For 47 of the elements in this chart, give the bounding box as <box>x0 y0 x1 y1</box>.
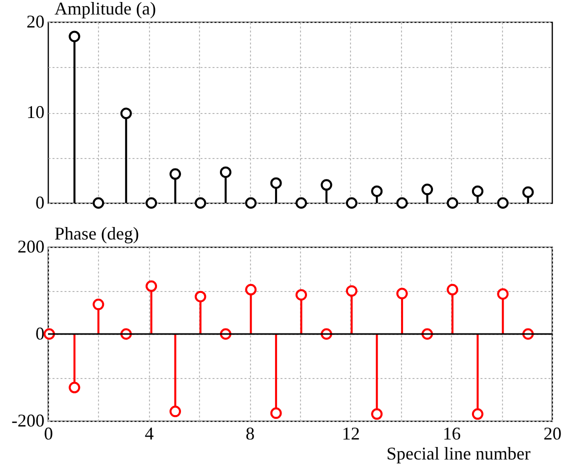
y-tick-label: 0 <box>36 324 44 344</box>
point <box>270 407 282 419</box>
x-tick-label: 4 <box>144 424 154 444</box>
y-axis-title: Amplitude (a) <box>54 0 156 18</box>
point <box>92 298 104 310</box>
point <box>320 179 332 191</box>
point <box>245 284 257 296</box>
point <box>396 197 408 209</box>
y-tick-label: 200 <box>18 236 44 256</box>
y-tick-label: 20 <box>26 12 44 32</box>
point <box>220 166 232 178</box>
x-tick-label: 16 <box>442 424 461 444</box>
point <box>68 30 80 42</box>
point <box>146 197 158 209</box>
y-tick-label: 0 <box>36 192 44 212</box>
point <box>296 197 308 209</box>
point <box>497 197 509 209</box>
point <box>497 288 509 300</box>
y-tick-label: -200 <box>12 410 44 430</box>
point <box>472 186 484 197</box>
point <box>170 168 182 180</box>
point <box>194 197 206 209</box>
point <box>522 186 534 198</box>
x-axis-title: Special line number <box>386 444 530 464</box>
x-tick-label: 20 <box>544 424 562 444</box>
point <box>92 197 104 209</box>
point <box>346 285 358 297</box>
point <box>296 289 308 301</box>
point <box>270 177 282 189</box>
point <box>371 408 383 420</box>
y-axis-title: Phase (deg) <box>54 224 139 244</box>
point <box>170 406 182 418</box>
x-tick-label: 12 <box>342 424 360 444</box>
point <box>446 284 458 296</box>
point <box>422 184 434 196</box>
point <box>346 197 358 209</box>
x-tick-label: 8 <box>246 424 255 444</box>
y-tick-label: 10 <box>26 102 44 122</box>
point <box>68 382 80 394</box>
point <box>194 290 206 302</box>
point <box>146 280 158 292</box>
point <box>446 197 458 209</box>
point <box>371 186 383 197</box>
point <box>396 288 408 300</box>
point <box>120 108 132 120</box>
point <box>472 408 484 420</box>
point <box>245 197 257 209</box>
